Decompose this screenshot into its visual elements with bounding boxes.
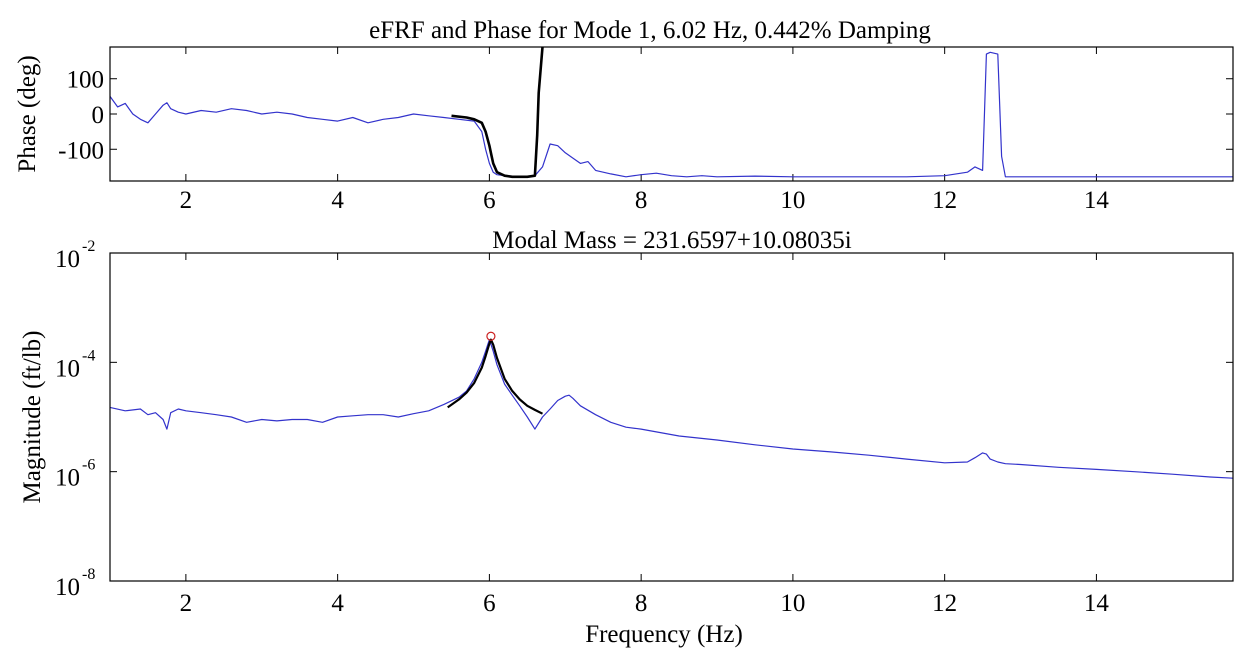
phase-x-tick-label: 12: [932, 187, 957, 214]
x-axis-label: Frequency (Hz): [585, 621, 743, 648]
phase-x-tick-label: 14: [1084, 187, 1110, 214]
magnitude-subplot: Modal Mass = 231.6597+10.08035i 2 4 6 8 10 12…: [19, 227, 1234, 648]
phase-y-tick-label: 100: [67, 67, 105, 94]
phase-x-tick-label: 10: [780, 187, 805, 214]
phase-x-tick-label: 2: [180, 187, 193, 214]
peak-marker: [486, 331, 496, 341]
magnitude-measured-line: [109, 339, 1234, 479]
phase-subplot: eFRF and Phase for Mode 1, 6.02 Hz, 0.44…: [14, 17, 1234, 214]
phase-x-tick-label: 8: [635, 187, 648, 214]
magnitude-y-axis-label: Magnitude (ft/lb): [19, 331, 46, 504]
phase-y-tick-label: -100: [58, 137, 104, 164]
phase-chart-title: eFRF and Phase for Mode 1, 6.02 Hz, 0.44…: [369, 17, 931, 44]
magnitude-y-tick-exponent: -4: [82, 347, 95, 364]
phase-y-tick-label: 0: [92, 102, 105, 129]
phase-fit-line: [451, 46, 544, 179]
magnitude-x-tick-label: 6: [483, 590, 496, 617]
magnitude-x-tick-label: 10: [780, 590, 805, 617]
phase-x-tick-label: 4: [331, 187, 344, 214]
magnitude-y-tick-label: 10: [55, 574, 80, 601]
phase-ticks: 2 4 6 8 10 12 14 100 0 -100: [58, 47, 1233, 214]
magnitude-y-tick-exponent: -6: [82, 457, 95, 474]
magnitude-y-tick-exponent: -8: [82, 566, 95, 583]
magnitude-fit-line: [447, 338, 543, 415]
phase-x-tick-label: 6: [483, 187, 496, 214]
magnitude-y-tick-label: 10: [55, 246, 80, 273]
magnitude-plot-frame: [109, 252, 1234, 582]
magnitude-y-tick-label: 10: [55, 355, 80, 382]
magnitude-x-tick-label: 2: [180, 590, 193, 617]
phase-plot-frame: [109, 46, 1234, 182]
phase-y-axis-label: Phase (deg): [14, 55, 41, 172]
phase-measured-line: [109, 51, 1233, 178]
magnitude-x-tick-label: 8: [635, 590, 648, 617]
magnitude-chart-title: Modal Mass = 231.6597+10.08035i: [492, 227, 852, 254]
magnitude-x-tick-label: 12: [932, 590, 957, 617]
magnitude-x-tick-label: 4: [331, 590, 344, 617]
magnitude-x-tick-label: 14: [1084, 590, 1110, 617]
magnitude-series: [109, 331, 1234, 479]
magnitude-y-tick-label: 10: [55, 465, 80, 492]
magnitude-y-tick-exponent: -2: [82, 238, 95, 255]
phase-series: [109, 46, 1233, 179]
